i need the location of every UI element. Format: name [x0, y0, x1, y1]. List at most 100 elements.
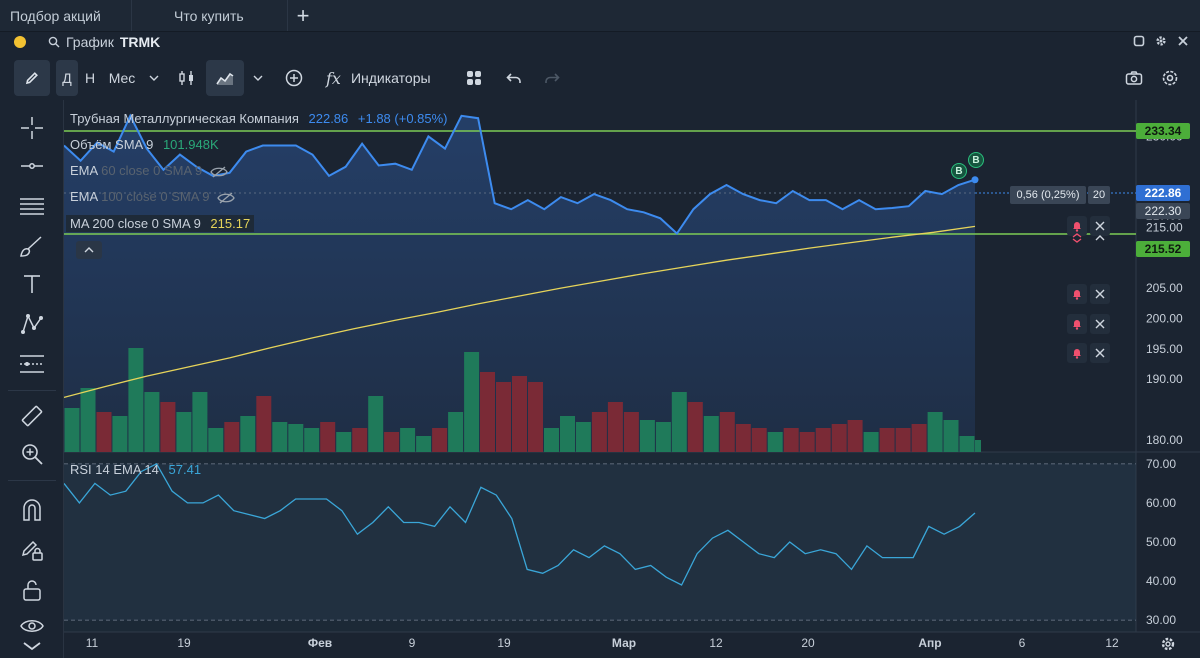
upper-level-tag[interactable]: 233.34: [1136, 123, 1190, 139]
alert-button[interactable]: [1067, 284, 1087, 304]
spread-box: 0,56 (0,25%): [1010, 186, 1086, 204]
price-axis-label: 190.00: [1146, 372, 1183, 386]
bell-icon: [1073, 320, 1081, 330]
axis-settings-button[interactable]: [1156, 632, 1180, 656]
chart-settings-button[interactable]: [1158, 60, 1182, 96]
time-axis-label: Мар: [612, 636, 636, 650]
ruler-tool[interactable]: [16, 400, 48, 432]
drawing-mode-button[interactable]: [14, 60, 50, 96]
crosshair-tool[interactable]: [16, 112, 48, 144]
volume-bar: [144, 392, 160, 452]
unlock-tool[interactable]: [16, 574, 48, 606]
volume-bar: [623, 412, 639, 452]
zoom-tool[interactable]: [16, 438, 48, 470]
chart-type-dropdown-button[interactable]: [250, 60, 266, 96]
maximize-icon[interactable]: [1132, 34, 1146, 48]
order-count-value: 20: [1092, 189, 1106, 201]
volume-bar: [128, 348, 144, 452]
volume-bar: [767, 432, 783, 452]
buy-marker-label: B: [972, 154, 980, 166]
chevron-down-icon: [23, 642, 41, 651]
interval-week-button[interactable]: Н: [80, 60, 100, 96]
volume-bar: [224, 422, 240, 452]
text-tool[interactable]: [16, 268, 48, 300]
collapse-legend-button[interactable]: [76, 241, 102, 259]
search-icon[interactable]: [48, 36, 60, 48]
legend-ma-200[interactable]: MA 200 close 0 SMA 9 215.17: [66, 215, 255, 232]
time-axis-label: 12: [709, 636, 723, 650]
volume-bar: [719, 412, 735, 452]
gear-icon: [1161, 637, 1175, 651]
chart-area[interactable]: 230.00217.00215.00205.00200.00195.00190.…: [64, 100, 1200, 658]
tab-label: Что купить: [174, 7, 244, 24]
tab-stock-screener[interactable]: Подбор акций: [0, 0, 132, 31]
legend-volume[interactable]: Объём SMA 9 101.948K: [70, 137, 219, 152]
volume-bar: [831, 424, 847, 452]
compare-button[interactable]: [280, 60, 308, 96]
pattern-icon: [21, 314, 43, 334]
time-axis-label: 6: [1019, 636, 1026, 650]
add-tab-button[interactable]: +: [288, 0, 318, 31]
area-chart-button[interactable]: [206, 60, 244, 96]
interval-month-button[interactable]: Мес: [104, 60, 140, 96]
rsi-label: RSI 14 EMA 14: [70, 462, 159, 477]
zoom-in-icon: [22, 444, 43, 465]
gear-icon[interactable]: [1154, 34, 1168, 48]
widget-title-prefix: График: [66, 34, 114, 50]
legend-rsi[interactable]: RSI 14 EMA 14 57.41: [70, 462, 201, 477]
alert-button[interactable]: [1067, 216, 1087, 236]
legend-ema-100[interactable]: EMA 100 close 0 SMA 9: [70, 189, 235, 205]
lock-drawing-tool[interactable]: [16, 534, 48, 566]
indicators-button[interactable]: fx Индикаторы: [326, 60, 446, 96]
volume-bar: [368, 396, 384, 452]
redo-button[interactable]: [540, 60, 564, 96]
magnet-tool[interactable]: [16, 494, 48, 526]
eye-off-icon[interactable]: [210, 165, 228, 179]
candles-chart-button[interactable]: [174, 60, 200, 96]
channel-tool[interactable]: [16, 190, 48, 222]
undo-button[interactable]: [502, 60, 526, 96]
close-icon: [1095, 289, 1105, 299]
screenshot-button[interactable]: [1122, 60, 1146, 96]
tab-what-to-buy[interactable]: Что купить: [132, 0, 288, 31]
volume-bar: [176, 412, 192, 452]
pattern-tool[interactable]: [16, 308, 48, 340]
legend-ema-60[interactable]: EMA 60 close 0 SMA 9: [70, 163, 228, 179]
time-axis-label: Апр: [918, 636, 941, 650]
horizontal-line-icon: [21, 163, 43, 169]
lower-level-tag[interactable]: 215.52: [1136, 241, 1190, 257]
alert-modify-icon-holder[interactable]: [1067, 232, 1087, 244]
area-chart-icon: [216, 72, 234, 85]
eye-off-icon[interactable]: [217, 191, 235, 205]
visibility-tool[interactable]: [16, 610, 48, 642]
cancel-alert-button[interactable]: [1090, 284, 1110, 304]
close-icon: [1095, 319, 1105, 329]
interval-dropdown-button[interactable]: [146, 60, 162, 96]
volume-bar: [879, 428, 895, 452]
cancel-alert-button[interactable]: [1090, 314, 1110, 334]
rail-divider: [8, 390, 56, 391]
settings-search-icon: [1162, 70, 1178, 86]
interval-day-button[interactable]: Д: [56, 60, 78, 96]
volume-bar: [304, 428, 320, 452]
chart-canvas[interactable]: 230.00217.00215.00205.00200.00195.00190.…: [64, 100, 1200, 658]
horizontal-line-tool[interactable]: [16, 150, 48, 182]
volume-bar: [895, 428, 911, 452]
chevron-down-icon: [149, 75, 159, 81]
alert-button[interactable]: [1067, 343, 1087, 363]
ticker-symbol[interactable]: TRMK: [119, 34, 161, 50]
link-color-dot[interactable]: [14, 36, 26, 48]
collapse-orders-button[interactable]: [1090, 232, 1110, 244]
cancel-alert-button[interactable]: [1090, 343, 1110, 363]
cancel-order-button[interactable]: [1090, 216, 1110, 236]
alert-button[interactable]: [1067, 314, 1087, 334]
buy-marker[interactable]: B: [968, 152, 984, 168]
measure-range-tool[interactable]: [16, 348, 48, 380]
price-change-value: +1.88 (+0.85%): [357, 111, 448, 126]
brush-tool[interactable]: [16, 230, 48, 262]
templates-button[interactable]: [462, 60, 486, 96]
close-icon[interactable]: [1176, 34, 1190, 48]
legend-instrument[interactable]: Трубная Металлургическая Компания 222.86…: [70, 111, 448, 126]
rail-expand-button[interactable]: [16, 634, 48, 658]
buy-marker[interactable]: B: [951, 163, 967, 179]
